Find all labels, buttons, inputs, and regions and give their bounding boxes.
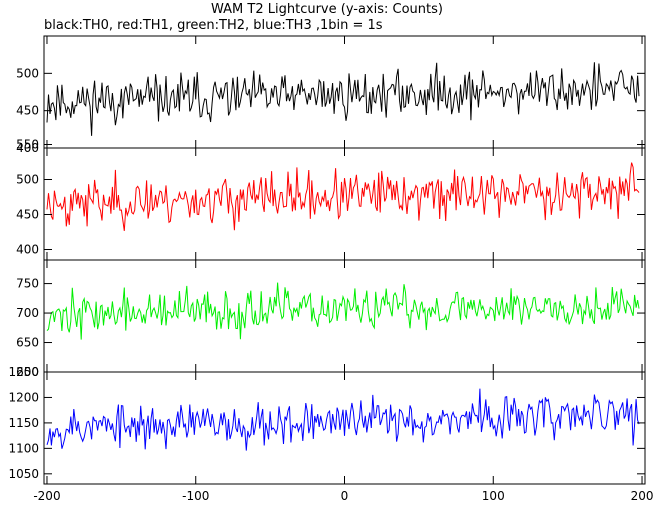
series-line-th3 [46,388,640,451]
y-tick-label: 1100 [8,441,39,455]
panel-th2: 600 650 700 750 [16,259,646,379]
y-tick-label: 1050 [8,467,39,481]
y-tick-label: 450 [16,104,39,118]
y-tick-label: 1250 [8,365,39,379]
x-tick-label: 200 [631,489,654,503]
panel-frame [43,35,646,149]
x-tick-label: 0 [341,489,349,503]
y-tick-label: 450 [16,208,39,222]
panel-th0: 400 450 500 [16,35,646,155]
y-tick-label: 600 [16,365,39,379]
series-line-th1 [46,162,640,231]
y-tick-label: 500 [16,66,39,80]
series-line-th2 [46,282,640,340]
y-tick-label: 400 [16,141,39,155]
x-tick-label: 100 [482,489,505,503]
y-tick-label: 1150 [8,416,39,430]
y-tick-label: 750 [16,277,39,291]
y-tick-label: 700 [16,306,39,320]
y-tick-label: 650 [16,336,39,350]
chart-subtitle: black:TH0, red:TH1, green:TH2, blue:TH3 … [44,18,383,33]
panel-th1: 400 450 500 550 [16,138,646,261]
x-tick-label: -100 [182,489,209,503]
y-tick-label: 1200 [8,390,39,404]
y-tick-label: 500 [16,173,39,187]
panel-frame [43,147,646,261]
y-tick-label: 400 [16,243,39,257]
chart-title: WAM T2 Lightcurve (y-axis: Counts) [211,2,443,17]
panel-th3: 1050 1100 1150 1200 1250 [8,365,646,485]
series-line-th0 [46,62,640,136]
y-tick-label: 550 [16,138,39,152]
x-tick-label: -200 [33,489,60,503]
